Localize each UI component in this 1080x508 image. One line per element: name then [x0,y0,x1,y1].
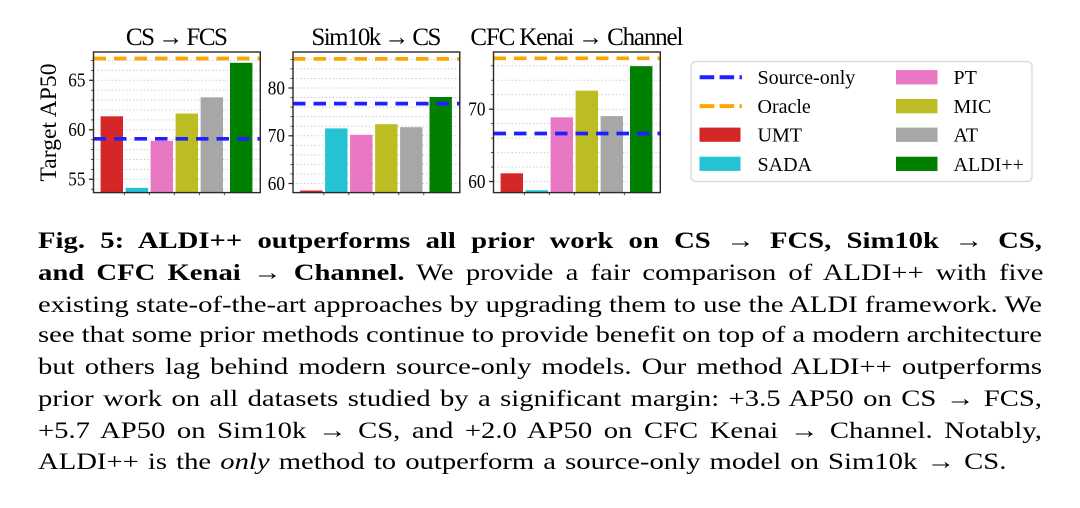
svg-text:PT: PT [954,67,977,89]
svg-text:70: 70 [468,100,485,121]
svg-text:80: 80 [268,78,285,99]
svg-text:60: 60 [68,120,85,141]
svg-text:70: 70 [268,126,285,147]
svg-text:65: 65 [68,71,85,92]
svg-text:AT: AT [954,125,978,147]
svg-text:60: 60 [268,174,285,195]
svg-text:55: 55 [68,170,85,191]
svg-text:Sim10k → CS: Sim10k → CS [311,24,441,51]
svg-text:CS → FCS: CS → FCS [126,24,228,51]
svg-text:60: 60 [468,172,485,193]
svg-text:MIC: MIC [954,96,992,118]
svg-text:SADA: SADA [758,154,813,176]
svg-text:Source-only: Source-only [758,67,856,89]
svg-text:Target AP50: Target AP50 [36,64,62,182]
svg-text:Oracle: Oracle [758,96,811,118]
svg-text:UMT: UMT [758,125,802,147]
svg-text:ALDI++: ALDI++ [954,154,1024,176]
svg-text:CFC Kenai → Channel: CFC Kenai → Channel [470,24,683,51]
